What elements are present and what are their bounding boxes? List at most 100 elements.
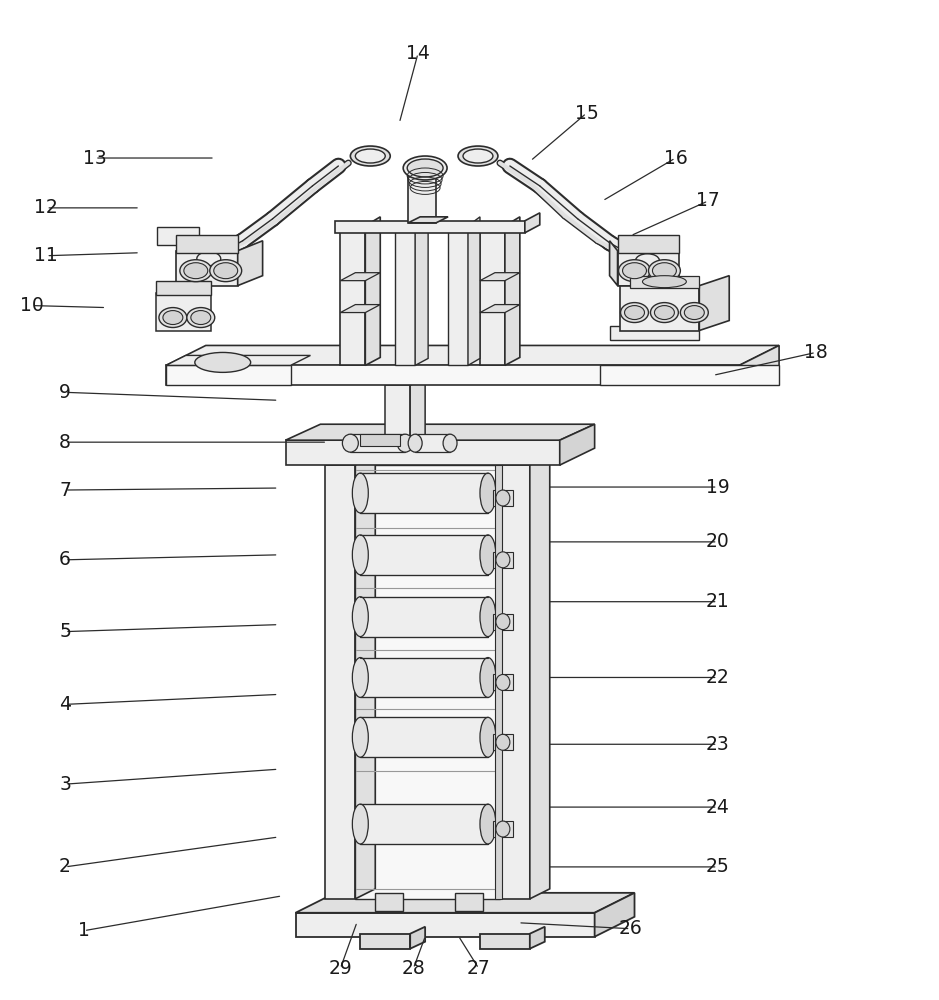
Bar <box>629 276 700 288</box>
Text: 6: 6 <box>59 550 71 569</box>
Bar <box>361 717 488 757</box>
Bar <box>493 734 513 750</box>
Text: 15: 15 <box>575 104 598 123</box>
Ellipse shape <box>480 804 496 844</box>
Bar <box>176 251 238 286</box>
Bar <box>361 434 400 446</box>
Text: 5: 5 <box>59 622 71 641</box>
Ellipse shape <box>480 717 496 757</box>
Ellipse shape <box>184 263 208 279</box>
Polygon shape <box>480 934 530 949</box>
Polygon shape <box>166 365 290 385</box>
Ellipse shape <box>343 434 359 452</box>
Text: 20: 20 <box>706 532 730 551</box>
Polygon shape <box>480 305 520 313</box>
Polygon shape <box>505 217 520 365</box>
Polygon shape <box>296 913 594 937</box>
Ellipse shape <box>621 303 649 323</box>
Bar <box>620 286 700 331</box>
Polygon shape <box>335 221 525 233</box>
Bar <box>493 674 513 690</box>
Text: 1: 1 <box>78 921 90 940</box>
Ellipse shape <box>480 535 496 575</box>
Bar <box>361 597 488 637</box>
Ellipse shape <box>496 734 510 750</box>
Text: 16: 16 <box>664 149 687 168</box>
Polygon shape <box>480 226 505 365</box>
Polygon shape <box>448 226 468 365</box>
Bar <box>361 535 488 575</box>
Text: 24: 24 <box>706 798 730 817</box>
Ellipse shape <box>642 276 686 288</box>
Text: 7: 7 <box>59 481 71 500</box>
Polygon shape <box>415 217 428 365</box>
Bar <box>408 168 436 223</box>
Ellipse shape <box>681 303 708 323</box>
Text: 11: 11 <box>35 246 58 265</box>
Ellipse shape <box>352 535 368 575</box>
Ellipse shape <box>187 308 215 328</box>
Text: 28: 28 <box>402 959 425 978</box>
Bar <box>493 614 513 630</box>
Text: 22: 22 <box>706 668 730 687</box>
Ellipse shape <box>209 260 241 282</box>
Text: 4: 4 <box>59 695 71 714</box>
Ellipse shape <box>653 263 676 279</box>
Polygon shape <box>500 465 530 899</box>
Bar <box>493 490 513 506</box>
Text: 14: 14 <box>406 44 430 63</box>
Polygon shape <box>739 345 779 385</box>
Polygon shape <box>355 455 376 899</box>
Ellipse shape <box>480 473 496 513</box>
Bar <box>156 281 210 295</box>
Ellipse shape <box>192 249 224 269</box>
Polygon shape <box>525 213 540 233</box>
Ellipse shape <box>352 717 368 757</box>
Polygon shape <box>166 365 739 385</box>
Ellipse shape <box>408 434 423 452</box>
Ellipse shape <box>180 260 212 282</box>
Ellipse shape <box>496 821 510 837</box>
Ellipse shape <box>463 149 493 163</box>
Polygon shape <box>600 365 779 385</box>
Text: 27: 27 <box>467 959 491 978</box>
Bar <box>176 235 238 253</box>
Polygon shape <box>238 241 263 286</box>
Text: 8: 8 <box>59 433 71 452</box>
Ellipse shape <box>651 303 678 323</box>
Text: 3: 3 <box>59 775 71 794</box>
Text: 2: 2 <box>59 857 71 876</box>
Ellipse shape <box>159 308 187 328</box>
Polygon shape <box>285 440 560 465</box>
Bar <box>361 473 488 513</box>
Polygon shape <box>340 226 365 365</box>
Bar <box>493 821 513 837</box>
Ellipse shape <box>496 490 510 506</box>
Ellipse shape <box>443 434 457 452</box>
Ellipse shape <box>632 251 664 271</box>
Polygon shape <box>166 355 311 365</box>
Polygon shape <box>361 934 410 949</box>
Polygon shape <box>285 424 594 440</box>
Ellipse shape <box>654 306 674 320</box>
Polygon shape <box>410 927 425 949</box>
Polygon shape <box>395 226 415 365</box>
Ellipse shape <box>480 658 496 697</box>
Text: 29: 29 <box>329 959 352 978</box>
Ellipse shape <box>162 311 183 325</box>
Text: 23: 23 <box>706 735 730 754</box>
Bar <box>415 434 450 452</box>
Ellipse shape <box>214 263 238 279</box>
Polygon shape <box>530 455 549 899</box>
Ellipse shape <box>352 473 368 513</box>
Ellipse shape <box>355 149 385 163</box>
Polygon shape <box>326 465 355 899</box>
Polygon shape <box>385 385 410 444</box>
Bar <box>361 658 488 697</box>
Bar <box>361 804 488 844</box>
Text: 12: 12 <box>35 198 58 217</box>
Ellipse shape <box>352 804 368 844</box>
Text: 18: 18 <box>804 343 828 362</box>
Text: 13: 13 <box>84 149 107 168</box>
Ellipse shape <box>458 146 498 166</box>
